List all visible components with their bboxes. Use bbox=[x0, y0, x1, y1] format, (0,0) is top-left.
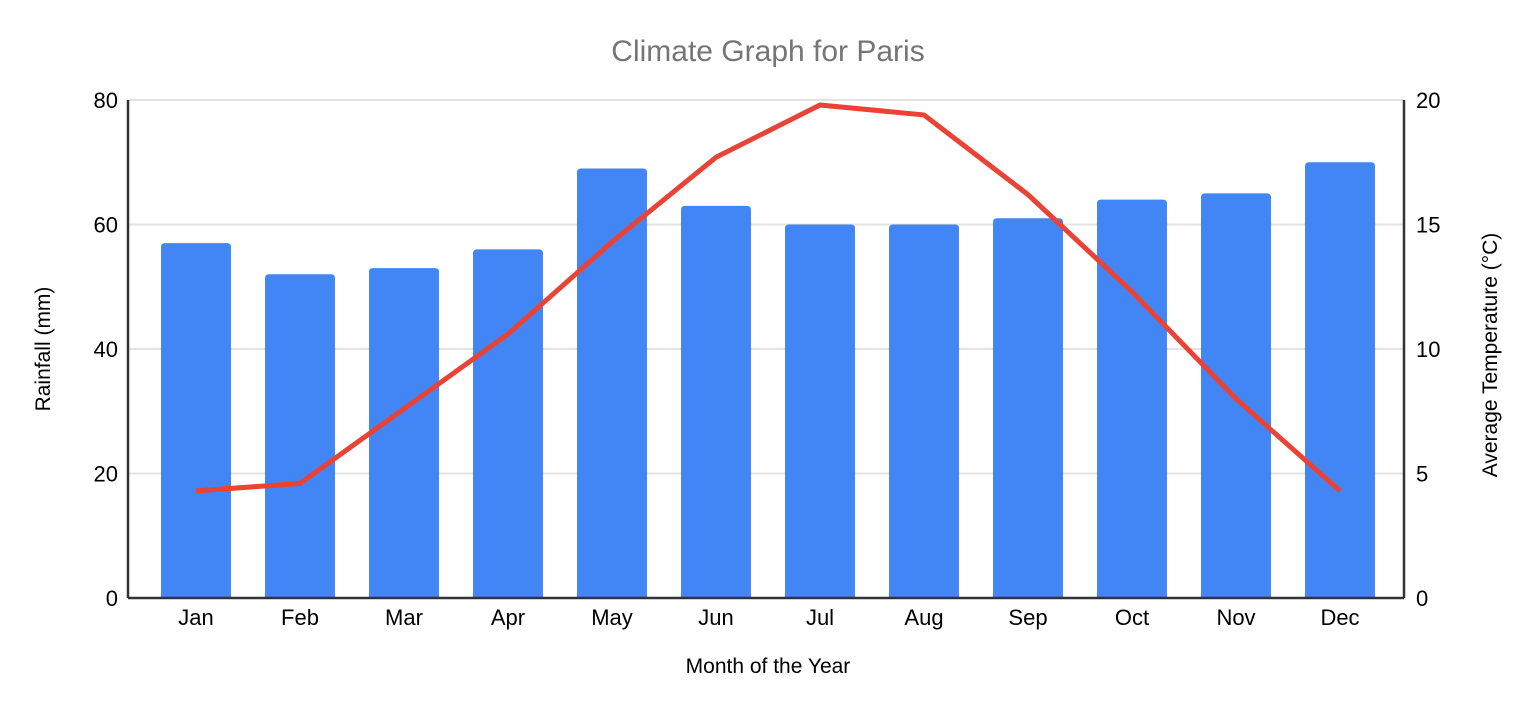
rainfall-bar-feb bbox=[265, 274, 335, 598]
x-axis-title: Month of the Year bbox=[685, 655, 851, 678]
y-tick-right-5: 5 bbox=[1416, 462, 1428, 487]
x-tick-jul: Jul bbox=[806, 605, 834, 630]
rainfall-bar-oct bbox=[1097, 199, 1167, 598]
y-tick-left-0: 0 bbox=[106, 586, 118, 611]
right-axis-title: Average Temperature (°C) bbox=[1479, 232, 1502, 478]
y-tick-right-20: 20 bbox=[1416, 88, 1440, 113]
temperature-line bbox=[195, 102, 1342, 494]
y-tick-right-10: 10 bbox=[1416, 337, 1440, 362]
x-tick-sep: Sep bbox=[1008, 605, 1047, 630]
x-tick-jun: Jun bbox=[698, 605, 733, 630]
y-tick-left-20: 20 bbox=[94, 462, 118, 487]
y-tick-right-0: 0 bbox=[1416, 586, 1428, 611]
x-tick-apr: Apr bbox=[491, 605, 525, 630]
x-tick-nov: Nov bbox=[1216, 605, 1255, 630]
rainfall-bar-apr bbox=[473, 249, 543, 598]
x-tick-oct: Oct bbox=[1115, 605, 1149, 630]
rainfall-bar-jun bbox=[681, 205, 751, 598]
x-tick-mar: Mar bbox=[385, 605, 423, 630]
left-axis-title: Rainfall (mm) bbox=[32, 286, 55, 412]
y-tick-left-40: 40 bbox=[94, 337, 118, 362]
rainfall-bar-mar bbox=[369, 268, 439, 598]
x-tick-dec: Dec bbox=[1320, 605, 1359, 630]
x-tick-jan: Jan bbox=[178, 605, 213, 630]
rainfall-bar-jul bbox=[785, 224, 855, 598]
y-tick-right-15: 15 bbox=[1416, 213, 1440, 238]
x-tick-feb: Feb bbox=[281, 605, 319, 630]
rainfall-bar-may bbox=[577, 168, 647, 598]
rainfall-bar-jan bbox=[161, 243, 231, 599]
rainfall-bar-sep bbox=[993, 218, 1063, 598]
rainfall-bar-dec bbox=[1305, 162, 1375, 598]
y-tick-left-60: 60 bbox=[94, 213, 118, 238]
y-tick-left-80: 80 bbox=[94, 88, 118, 113]
rainfall-bar-aug bbox=[889, 224, 959, 598]
x-tick-may: May bbox=[591, 605, 633, 630]
x-tick-aug: Aug bbox=[904, 605, 943, 630]
chart-title: Climate Graph for Paris bbox=[611, 35, 925, 68]
